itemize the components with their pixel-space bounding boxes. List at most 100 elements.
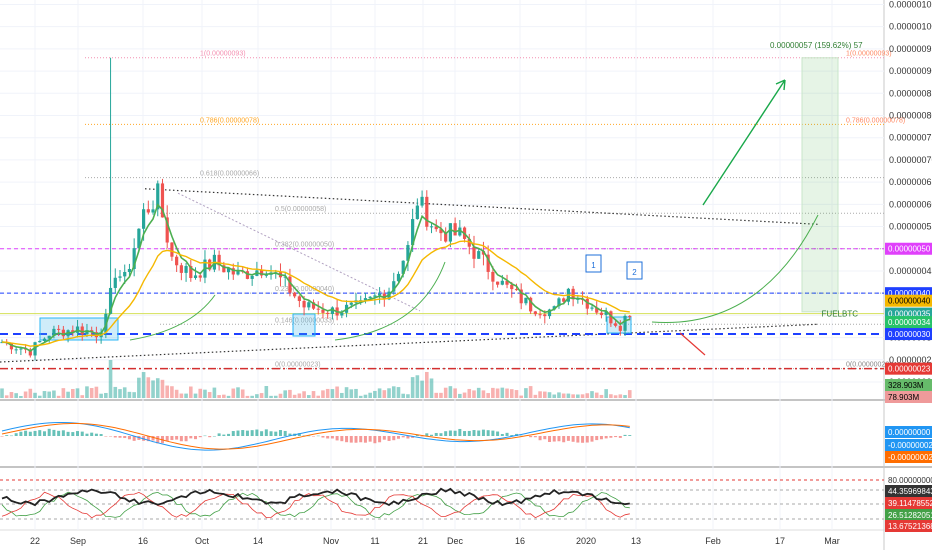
annotations: 12 [585, 254, 643, 280]
projection-curve [651, 214, 819, 324]
candle-body [208, 259, 212, 270]
candle-body [297, 296, 301, 302]
candle-body [156, 183, 160, 210]
macd-histogram-bar [297, 433, 301, 436]
candle-body [137, 228, 141, 249]
price-tick-label: 0.00000025 [889, 355, 932, 365]
macd-histogram-bar [307, 435, 311, 437]
volume-bar [325, 388, 330, 398]
candle-body [193, 275, 198, 279]
macd-histogram-bar [80, 431, 84, 436]
ema-fast-line [1, 203, 631, 353]
candle-body [628, 315, 632, 317]
macd-histogram-bar [481, 429, 485, 436]
volume-bar [533, 394, 538, 398]
volume-bar [89, 388, 94, 398]
candle-body [448, 223, 452, 242]
macd-histogram-bar [212, 435, 216, 437]
volume-bar [410, 377, 415, 398]
macd-histogram-bar [52, 429, 56, 436]
macd-histogram-bar [113, 436, 117, 438]
candle-body [160, 183, 165, 218]
macd-histogram-bar [401, 436, 405, 438]
volume-tag: 328.903M [888, 381, 924, 390]
macd-histogram-bar [548, 436, 552, 442]
candle-body [349, 302, 353, 305]
macd-histogram-bar [9, 435, 13, 437]
volume-bar [37, 395, 42, 398]
macd-histogram-bar [269, 431, 273, 436]
macd-histogram-bar [581, 436, 585, 443]
candle-body [47, 335, 51, 339]
volume-bar [141, 372, 146, 398]
wave-label: 2 [632, 268, 637, 277]
macd-histogram-bar [165, 436, 169, 442]
volume-bar [509, 389, 514, 398]
ema-slow-line [1, 240, 630, 347]
macd-histogram-bar [90, 432, 94, 436]
volume-bar [155, 378, 160, 398]
volume-bar [236, 387, 240, 398]
volume-bar [47, 391, 51, 398]
volume-bar [99, 393, 103, 398]
volume-bar [179, 393, 184, 398]
price-tag: 0.00000040 [888, 297, 931, 306]
volume-bar [335, 386, 339, 398]
time-tick-label: 14 [253, 536, 263, 546]
volume-bar [396, 387, 401, 398]
candle-body [245, 271, 250, 279]
macd-tag-bg [885, 439, 932, 451]
candle-body [411, 219, 415, 246]
candle-body [609, 311, 613, 324]
volume-bar [174, 389, 179, 398]
arrow-head [775, 79, 786, 91]
volume-bar [495, 388, 500, 398]
volume-bar [212, 387, 217, 398]
macd-histogram-bar [562, 436, 566, 443]
candle-body [481, 251, 486, 255]
volume-bar [4, 395, 9, 398]
macd-histogram-bar [118, 436, 122, 438]
target-label: 0.00000057 (159.62%) 57 [770, 41, 863, 50]
macd-histogram-bar [194, 436, 198, 440]
macd-histogram-bar [132, 436, 136, 441]
macd-histogram-bar [425, 433, 429, 436]
candle-body [543, 314, 547, 317]
candle-body [14, 349, 18, 351]
macd-tag: -0.00000002 [888, 453, 932, 462]
fib-label: 0.5(0.00000058) [275, 206, 326, 213]
time-axis: 22 Sep 16 Oct 14 Nov 11 21 Dec 16 2020 13 Feb 17 Mar [30, 536, 840, 546]
macd-histogram-bar [529, 436, 533, 438]
candle-body [614, 323, 618, 326]
time-tick-label: 17 [775, 536, 785, 546]
candle-body [283, 276, 287, 278]
macd-histogram-bar [76, 431, 80, 436]
rsi-tag: 13.67521368 [888, 522, 932, 531]
macd-histogram-bar [439, 433, 443, 436]
macd-histogram-bar [453, 430, 457, 436]
macd-histogram-bar [618, 436, 622, 438]
candle-body [226, 268, 231, 273]
macd-histogram-bar [146, 436, 150, 442]
volume-bar [458, 393, 462, 398]
volume-bar [349, 389, 354, 398]
macd-histogram-bar [538, 436, 542, 441]
macd-histogram-bar [170, 436, 174, 441]
rsi-tag-bg [885, 474, 932, 486]
macd-histogram-bar [71, 432, 75, 436]
macd-histogram-bar [5, 435, 9, 436]
volume-bar [283, 390, 287, 398]
candle-body [179, 265, 183, 273]
volume-bar [165, 385, 169, 398]
wave-label-box [626, 261, 643, 280]
volume-bar [0, 388, 4, 398]
volume-bar [580, 394, 585, 398]
candle-body [118, 276, 122, 278]
candle-body [552, 306, 556, 310]
volume-bar [278, 393, 283, 398]
macd-histogram-bar [609, 436, 613, 438]
candle-body [458, 227, 462, 236]
macd-histogram-bar [208, 436, 212, 438]
